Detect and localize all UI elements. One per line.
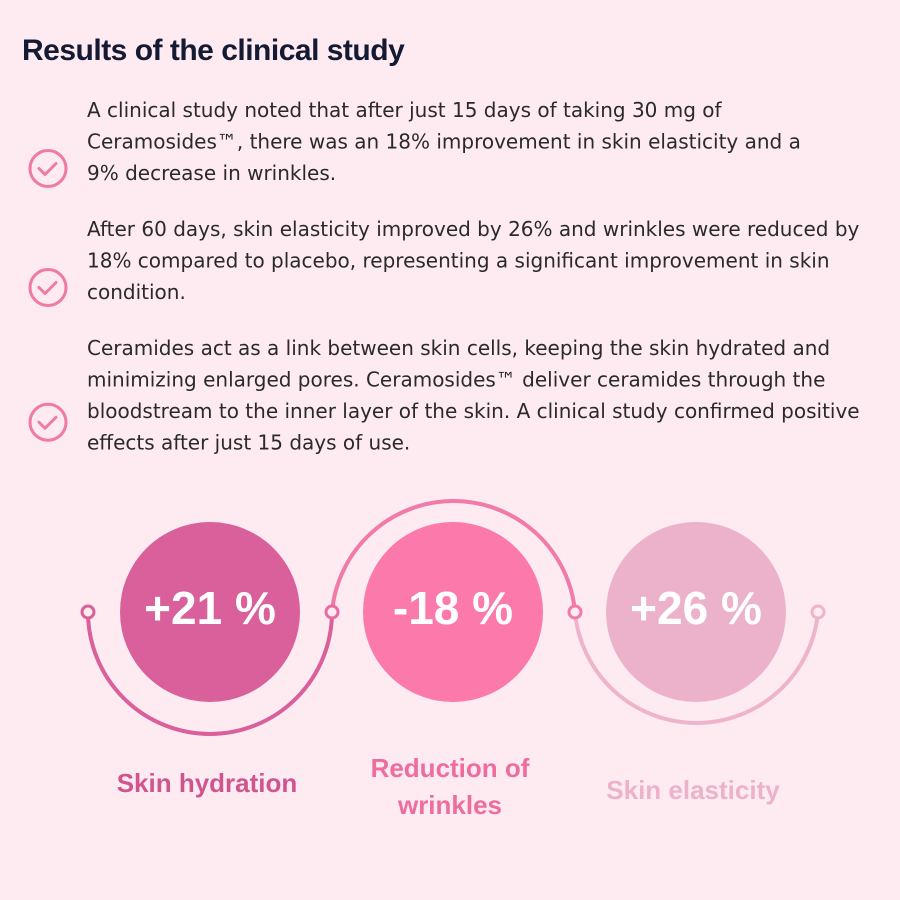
bullet-text: bloodstream to the inner layer of the sk… — [87, 399, 860, 423]
arc — [573, 611, 820, 725]
check-mark — [37, 281, 58, 295]
stat-label: Reduction of — [371, 753, 530, 783]
arc — [330, 499, 577, 613]
stat-circle — [606, 522, 786, 702]
bullet-text: 9% decrease in wrinkles. — [87, 161, 336, 185]
stat-circle — [363, 522, 543, 702]
bullet-text: After 60 days, skin elasticity improved … — [87, 217, 860, 241]
node — [80, 604, 96, 620]
node — [324, 604, 340, 620]
node — [567, 604, 583, 620]
bullet-text: effects after just 15 days of use. — [87, 431, 410, 455]
bullet-text: minimizing enlarged pores. Ceramosides™ … — [87, 368, 825, 392]
stat-value: +21 % — [144, 582, 276, 634]
bullet-text: condition. — [87, 280, 186, 304]
bullet-text: Ceramosides™, there was an 18% improveme… — [87, 130, 801, 154]
arc — [86, 611, 334, 736]
stat-label: Skin elasticity — [606, 775, 780, 805]
stat-circle — [120, 522, 300, 702]
stat-label: Skin hydration — [117, 768, 298, 798]
stat-value: +26 % — [630, 582, 762, 634]
bullet-text: 18% compared to placebo, representing a … — [87, 249, 830, 273]
stat-label: wrinkles — [397, 790, 502, 820]
bullet-text: A clinical study noted that after just 1… — [87, 98, 723, 122]
title: Results of the clinical study — [22, 34, 405, 67]
stat-value: -18 % — [393, 582, 513, 634]
check-icon — [28, 149, 68, 188]
check-icon — [28, 268, 68, 307]
bullet-text: Ceramides act as a link between skin cel… — [87, 336, 830, 360]
check-mark — [37, 162, 58, 176]
node — [810, 604, 826, 620]
check-icon — [28, 402, 68, 442]
check-mark — [37, 415, 58, 430]
